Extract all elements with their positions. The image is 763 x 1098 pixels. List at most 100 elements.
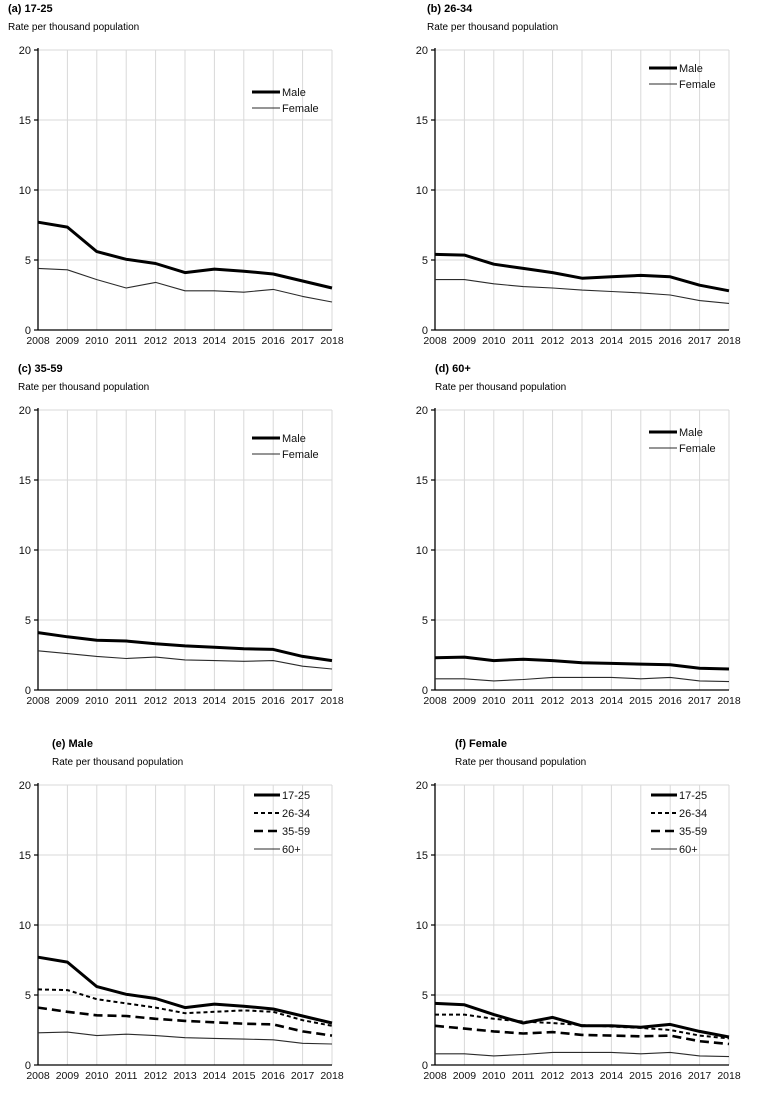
y-tick-label: 15 <box>416 115 428 127</box>
chart-header: (c) 35-59 Rate per thousand population <box>18 362 364 394</box>
axes <box>37 48 332 331</box>
x-tick-label: 2014 <box>203 1070 227 1082</box>
x-tick-label: 2014 <box>203 335 227 347</box>
chart-b-26-34: (b) 26-34 Rate per thousand population 0… <box>405 2 761 352</box>
chart-c-35-59: (c) 35-59 Rate per thousand population 0… <box>8 362 364 712</box>
series-line-Female <box>37 650 333 670</box>
legend: Male Female <box>649 63 716 91</box>
legend-label-17-25: 17-25 <box>679 790 707 802</box>
series-line-35-59 <box>434 1024 730 1046</box>
y-tick-label: 15 <box>19 115 31 127</box>
chart-plot: 0 5 10 15 20 2008 2009 2010 2011 2012 2013 2014 2015… <box>416 405 741 707</box>
y-tick-labels: 0 5 10 15 20 <box>19 45 38 337</box>
x-tick-label: 2012 <box>144 1070 168 1082</box>
x-tick-label: 2017 <box>291 695 315 707</box>
gridlines <box>435 49 730 330</box>
legend-label-Male: Male <box>679 427 703 439</box>
series-line-Male <box>434 252 730 293</box>
x-tick-label: 2017 <box>688 1070 712 1082</box>
chart-header: (a) 17-25 Rate per thousand population <box>8 2 364 34</box>
x-tick-label: 2012 <box>541 695 565 707</box>
x-tick-label: 2012 <box>144 695 168 707</box>
x-tick-label: 2015 <box>629 1070 653 1082</box>
y-tick-label: 10 <box>416 185 428 197</box>
y-tick-labels: 0 5 10 15 20 <box>416 45 435 337</box>
x-tick-label: 2010 <box>85 1070 109 1082</box>
series-line-Female <box>37 267 333 303</box>
x-tick-label: 2013 <box>570 335 594 347</box>
axes <box>37 408 332 691</box>
legend-label-Female: Female <box>282 449 319 461</box>
x-tick-label: 2009 <box>56 335 80 347</box>
y-axis-label: Rate per thousand population <box>455 757 587 768</box>
legend-label-Male: Male <box>282 433 306 445</box>
x-tick-label: 2016 <box>262 335 286 347</box>
y-axis-label: Rate per thousand population <box>8 22 140 33</box>
x-tick-label: 2014 <box>600 695 624 707</box>
x-tick-labels: 2008 2009 2010 2011 2012 2013 2014 2015 2016 2017… <box>423 695 741 707</box>
x-tick-label: 2009 <box>56 695 80 707</box>
x-tick-label: 2013 <box>173 695 197 707</box>
x-tick-label: 2011 <box>512 695 535 707</box>
y-tick-label: 10 <box>19 185 31 197</box>
x-tick-label: 2014 <box>203 695 227 707</box>
y-tick-label: 20 <box>19 405 31 417</box>
chart-title: (b) 26-34 <box>427 3 473 15</box>
y-tick-label: 0 <box>25 1060 31 1072</box>
legend: Male Female <box>252 87 319 115</box>
x-tick-label: 2008 <box>26 695 50 707</box>
x-tick-label: 2010 <box>482 695 506 707</box>
x-tick-label: 2015 <box>629 335 653 347</box>
y-tick-labels: 0 5 10 15 20 <box>416 405 435 697</box>
legend: 17-25 26-34 35-59 60+ <box>651 790 707 856</box>
y-tick-labels: 0 5 10 15 20 <box>416 780 435 1072</box>
x-tick-label: 2018 <box>320 1070 344 1082</box>
x-tick-label: 2012 <box>541 1070 565 1082</box>
legend-label-35-59: 35-59 <box>679 826 707 838</box>
series-line-60+ <box>435 1051 730 1058</box>
y-tick-label: 5 <box>422 990 428 1002</box>
y-tick-label: 10 <box>416 545 428 557</box>
series-line-Male <box>37 631 333 663</box>
y-tick-label: 0 <box>25 685 31 697</box>
x-tick-label: 2010 <box>85 695 109 707</box>
y-tick-label: 0 <box>422 325 428 337</box>
y-tick-label: 5 <box>25 255 31 267</box>
x-tick-label: 2008 <box>26 335 50 347</box>
y-tick-label: 5 <box>25 615 31 627</box>
chart-f-female: (f) Female Rate per thousand population … <box>405 737 761 1087</box>
legend-label-Female: Female <box>679 443 716 455</box>
x-tick-label: 2009 <box>453 335 477 347</box>
y-tick-label: 5 <box>25 990 31 1002</box>
series-lines <box>37 631 333 670</box>
chart-title: (e) Male <box>52 738 93 750</box>
chart-plot: 0 5 10 15 20 2008 2009 2010 2011 2012 2013 2014 2015… <box>416 780 741 1082</box>
chart-plot: 0 5 10 15 20 2008 2009 2010 2011 2012 2013 2014 2015… <box>19 780 344 1082</box>
chart-plot: 0 5 10 15 20 2008 2009 2010 2011 2012 2013 2014 2015… <box>19 45 344 347</box>
legend-label-17-25: 17-25 <box>282 790 310 802</box>
x-tick-label: 2016 <box>659 1070 683 1082</box>
chart-plot: 0 5 10 15 20 2008 2009 2010 2011 2012 2013 2014 2015… <box>19 405 344 707</box>
series-lines <box>434 655 730 683</box>
x-tick-label: 2013 <box>570 695 594 707</box>
series-lines <box>434 252 730 304</box>
y-tick-label: 5 <box>422 615 428 627</box>
y-tick-label: 20 <box>19 45 31 57</box>
x-tick-label: 2009 <box>453 695 477 707</box>
series-line-Male <box>434 655 730 671</box>
x-tick-labels: 2008 2009 2010 2011 2012 2013 2014 2015 2016 2017… <box>26 695 344 707</box>
x-tick-labels: 2008 2009 2010 2011 2012 2013 2014 2015 2016 2017… <box>423 335 741 347</box>
legend-label-26-34: 26-34 <box>282 808 310 820</box>
x-tick-label: 2017 <box>291 1070 315 1082</box>
chart-title: (f) Female <box>455 738 507 750</box>
chart-title: (a) 17-25 <box>8 3 53 15</box>
y-tick-label: 5 <box>422 255 428 267</box>
axes <box>434 408 729 691</box>
legend-label-26-34: 26-34 <box>679 808 707 820</box>
x-tick-label: 2009 <box>453 1070 477 1082</box>
y-tick-label: 15 <box>19 850 31 862</box>
axes <box>434 48 729 331</box>
legend-label-Male: Male <box>679 63 703 75</box>
y-tick-labels: 0 5 10 15 20 <box>19 405 38 697</box>
